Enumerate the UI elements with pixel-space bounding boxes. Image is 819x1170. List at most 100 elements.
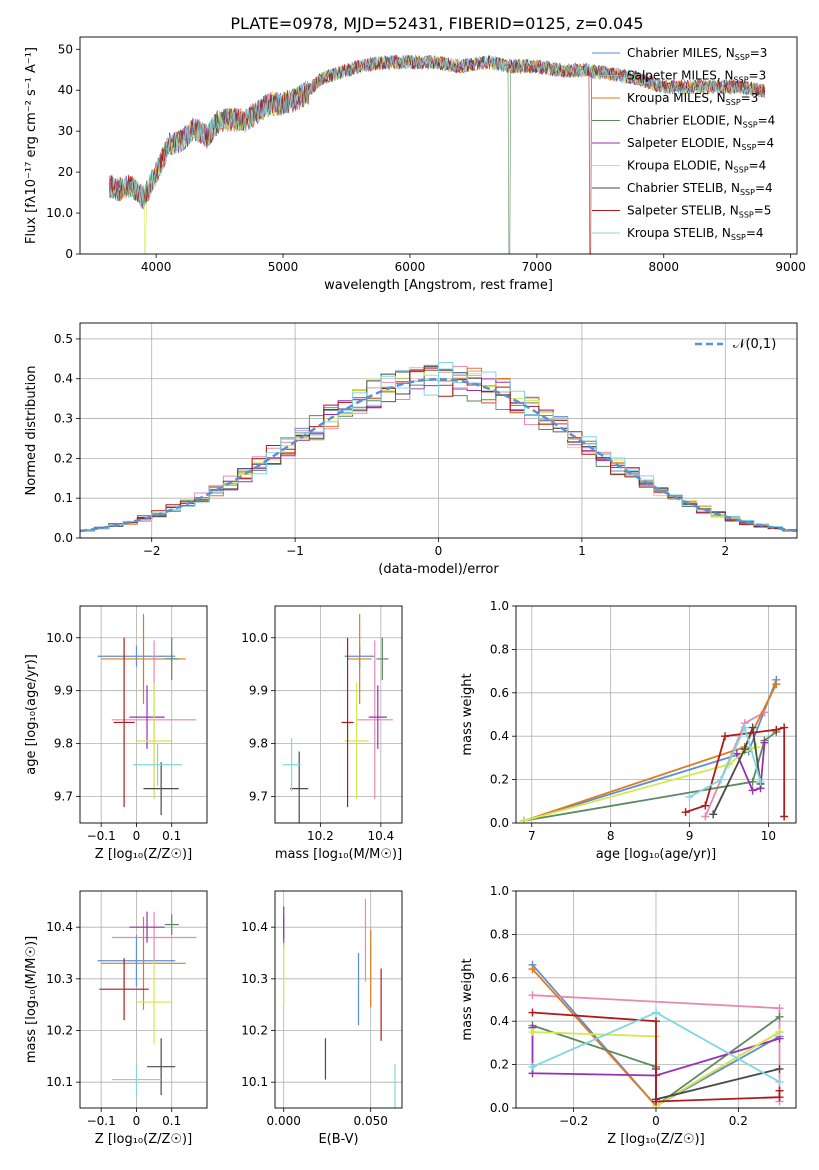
x-tick-label: 0.2 xyxy=(729,1114,748,1128)
legend-subscript: SSP xyxy=(743,121,758,130)
x-axis-label: mass [log₁₀(M/M☉)] xyxy=(275,847,402,862)
errorbar-point xyxy=(143,762,179,816)
x-tick-label: 9000 xyxy=(775,260,806,274)
y-tick-label: 9.7 xyxy=(54,790,73,804)
errorbar-point xyxy=(347,613,372,704)
massweight-marker xyxy=(652,1017,660,1026)
spectrum-line xyxy=(108,54,766,254)
panel-ebv-mass: 0.000 0.050 10.1 10.2 10.3 10.4 E(B-V) xyxy=(241,890,403,1147)
figure-title: PLATE=0978, MJD=52431, FIBERID=0125, z=0… xyxy=(230,14,643,33)
y-axis-label: mass weight xyxy=(460,958,475,1040)
legend-subscript: SSP xyxy=(739,211,754,220)
panel-Z-age: −0.1 0 0.1 9.7 9.8 9.9 10.0 Z [log₁₀(Z/Z☉)] age … xyxy=(24,605,208,862)
x-tick-label: 0 xyxy=(133,1114,141,1128)
errorbar-point xyxy=(356,640,393,800)
massweight-marker xyxy=(775,1028,784,1037)
y-tick-label: 10.0 xyxy=(46,206,73,220)
massweight-marker xyxy=(748,723,757,732)
errorbar-point xyxy=(136,960,172,1044)
panel-age-massweight: 7 8 9 10 0.0 0.2 0.4 0.6 0.8 1.0 age [log₁₀(age/yr… xyxy=(460,599,797,862)
massweight-marker xyxy=(528,965,537,974)
x-tick-label: 10 xyxy=(761,829,776,843)
x-axis-label: Z [log₁₀(Z/Z☉)] xyxy=(607,1132,704,1147)
x-tick-label: −0.1 xyxy=(87,1114,116,1128)
x-axis-label: wavelength [Angstrom, rest frame] xyxy=(324,278,553,293)
errorbar-point xyxy=(99,958,149,1021)
y-tick-label: 0.8 xyxy=(490,642,509,656)
legend-entry: Chabrier STELIB, NSSP=4 xyxy=(627,181,773,197)
massweight-marker xyxy=(780,723,789,732)
legend-subscript: SSP xyxy=(734,166,749,175)
legend-subscript: SSP xyxy=(726,98,741,107)
legend-entry: Kroupa ELODIE, NSSP=4 xyxy=(627,159,766,175)
y-tick-label: 0.1 xyxy=(54,491,73,505)
x-axis-label: (data-model)/error xyxy=(378,562,499,577)
legend-entry: Kroupa MILES, NSSP=3 xyxy=(627,91,758,107)
x-tick-label: 0.050 xyxy=(354,1114,388,1128)
errorbar-point xyxy=(341,637,354,808)
legend-count: =4 xyxy=(758,114,776,128)
massweight-line xyxy=(523,683,778,822)
y-tick-label: 10.4 xyxy=(241,920,268,934)
errorbar-point xyxy=(129,685,165,749)
axes-frame xyxy=(274,890,403,1109)
x-tick-label: 6000 xyxy=(395,260,426,274)
legend-count: =5 xyxy=(754,204,772,218)
legend-entry: Kroupa STELIB, NSSP=4 xyxy=(627,226,764,242)
x-tick-label: 0 xyxy=(435,544,443,558)
x-axis-label: age [log₁₀(age/yr)] xyxy=(596,847,717,862)
legend-subscript: SSP xyxy=(741,143,756,152)
massweight-marker xyxy=(756,777,765,786)
massweight-marker xyxy=(748,786,757,795)
y-tick-label: 10.2 xyxy=(241,1024,268,1038)
axes-frame xyxy=(79,322,798,539)
x-tick-label: 7 xyxy=(528,829,536,843)
normal-curve xyxy=(80,377,797,533)
massweight-marker xyxy=(772,725,781,734)
y-tick-label: 1.0 xyxy=(490,884,509,898)
legend-count: =4 xyxy=(756,136,774,150)
massweight-marker xyxy=(740,723,749,732)
y-tick-label: 9.8 xyxy=(54,737,73,751)
x-tick-label: 0.1 xyxy=(162,829,181,843)
x-tick-label: 10.4 xyxy=(367,829,394,843)
x-tick-label: 9 xyxy=(686,829,694,843)
errorbar-point xyxy=(132,743,183,786)
axes-frame xyxy=(79,890,208,1109)
y-tick-label: 0.4 xyxy=(54,372,73,386)
massweight-marker xyxy=(780,812,789,821)
y-tick-label: 9.9 xyxy=(54,684,73,698)
y-tick-label: 10.1 xyxy=(46,1075,73,1089)
massweight-marker xyxy=(748,777,757,786)
x-tick-label: 4000 xyxy=(141,260,172,274)
x-tick-label: 0.1 xyxy=(162,1114,181,1128)
massweight-marker xyxy=(760,738,769,747)
plot-area xyxy=(282,613,393,823)
y-tick-label: 0.0 xyxy=(54,531,73,545)
panel-mass-age: 10.2 10.4 9.7 9.8 9.9 10.0 mass [log₁₀(M/M☉)] xyxy=(241,605,403,862)
errorbar-point xyxy=(164,637,179,681)
y-tick-label: 0.2 xyxy=(490,773,509,787)
y-tick-label: 9.8 xyxy=(249,737,268,751)
y-tick-label: 0.2 xyxy=(54,451,73,465)
y-tick-label: 10.0 xyxy=(241,631,268,645)
legend-subscript: SSP xyxy=(734,76,749,85)
y-tick-label: 0.0 xyxy=(490,816,509,830)
axes-frame xyxy=(79,36,798,255)
legend-count: =4 xyxy=(749,159,767,173)
plot-area xyxy=(97,911,197,1096)
x-tick-label: −0.1 xyxy=(87,829,116,843)
plot-area xyxy=(80,362,797,538)
legend-entry: 𝒩(0,1) xyxy=(733,337,776,352)
errorbar-point xyxy=(129,911,165,943)
panel-spectrum: 4000 5000 6000 7000 8000 9000 0 10.0 20 30 40 50 wav… xyxy=(24,36,806,293)
errorbar-point xyxy=(290,751,309,823)
massweight-marker xyxy=(528,1008,537,1017)
massweight-line xyxy=(523,731,777,822)
y-tick-label: 0 xyxy=(65,247,73,261)
legend-entry: Salpeter ELODIE, NSSP=4 xyxy=(627,136,774,152)
massweight-line xyxy=(689,724,762,798)
errorbar-point xyxy=(368,685,387,749)
legend-count: =3 xyxy=(741,91,759,105)
